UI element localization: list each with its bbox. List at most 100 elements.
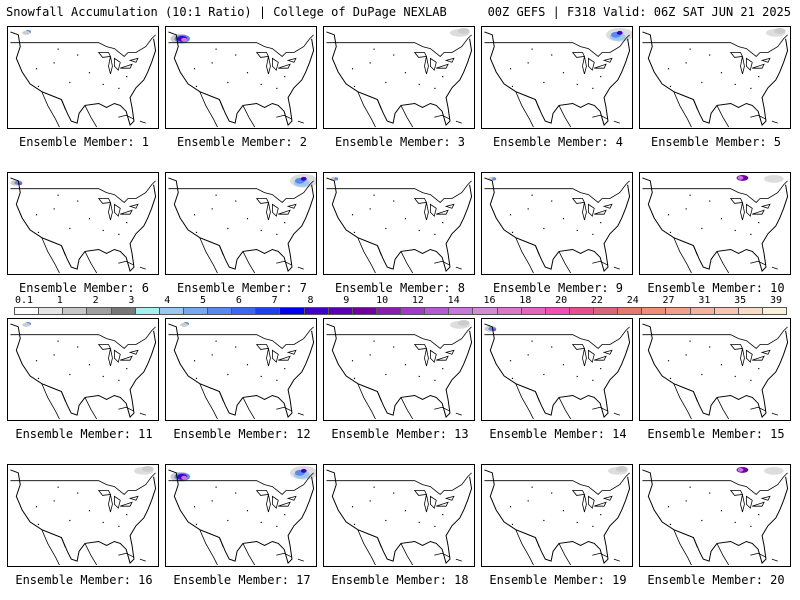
colorbar-tick-label: 5 [200, 295, 207, 306]
great-lake [429, 57, 437, 71]
great-lake [108, 202, 113, 221]
lake-marker [235, 200, 237, 202]
snowfall-area [141, 465, 154, 472]
lake-marker [385, 227, 387, 230]
lake-marker [351, 506, 354, 508]
caribbean-islands [592, 406, 620, 416]
lake-marker [35, 506, 38, 508]
lake-marker [215, 340, 217, 342]
mexico-coast [357, 237, 414, 274]
lake-marker [600, 514, 602, 516]
canada-border [326, 472, 472, 495]
lake-marker [511, 377, 514, 380]
snowfall-map [7, 464, 159, 567]
snowfall-map [7, 26, 159, 129]
great-lake [413, 490, 428, 496]
snowfall-map [165, 464, 317, 567]
lake-marker [77, 54, 79, 56]
lake-marker [685, 62, 687, 64]
great-lake [444, 57, 455, 63]
ensemble-member-label: Ensemble Member: 6 [18, 281, 150, 295]
ensemble-member-label: Ensemble Member: 15 [647, 427, 785, 441]
map-title: Snowfall Accumulation (10:1 Ratio) | Col… [6, 5, 447, 19]
great-lake [255, 52, 270, 58]
lake-marker [689, 340, 691, 342]
great-lake [278, 63, 291, 69]
lake-marker [527, 354, 529, 356]
great-lake [271, 203, 279, 217]
canada-border [326, 180, 472, 203]
caribbean-islands [118, 552, 146, 562]
lake-marker [102, 83, 104, 86]
caribbean-islands [434, 406, 462, 416]
lake-marker [353, 85, 356, 88]
colorbar-tick-label: 22 [590, 295, 603, 306]
snowfall-map [481, 172, 633, 275]
lake-marker [701, 227, 703, 230]
great-lake [444, 349, 455, 355]
lake-marker [260, 83, 262, 86]
colorbar-swatch [158, 307, 184, 315]
great-lake [752, 63, 765, 69]
lake-marker [260, 375, 262, 378]
lake-marker [88, 510, 91, 512]
lake-marker [351, 360, 354, 362]
snowfall-map [165, 26, 317, 129]
lake-marker [543, 373, 545, 376]
lake-marker [369, 500, 371, 502]
lake-marker [353, 231, 356, 234]
mexico-coast [673, 383, 730, 420]
lake-marker [509, 506, 512, 508]
caribbean-islands [750, 260, 778, 270]
lake-marker [531, 48, 533, 50]
lake-marker [393, 346, 395, 348]
colorbar-swatch [400, 307, 426, 315]
great-lake [108, 494, 113, 513]
caribbean-islands [750, 114, 778, 124]
ensemble-member-label: Ensemble Member: 17 [173, 573, 311, 587]
great-lake [424, 56, 429, 75]
lake-marker [118, 379, 120, 381]
snowfall-map [323, 26, 475, 129]
great-lake [760, 203, 771, 209]
colorbar-swatch [544, 307, 570, 315]
lake-marker [260, 229, 262, 232]
canada-border [326, 326, 472, 349]
lake-marker [734, 83, 736, 86]
great-lake [582, 348, 587, 367]
colorbar-tick-label: 0.1 [14, 295, 34, 306]
snowfall-area [181, 475, 188, 480]
mexico-coast [41, 529, 98, 566]
great-lake [120, 355, 133, 361]
great-lake [266, 56, 271, 75]
colorbar-swatch [448, 307, 474, 315]
colorbar-swatch [713, 307, 739, 315]
lake-marker [750, 379, 752, 381]
great-lake [271, 495, 279, 509]
mexico-coast [357, 383, 414, 420]
ensemble-member-label: Ensemble Member: 19 [489, 573, 627, 587]
great-lake [436, 209, 449, 215]
mexico-coast [357, 529, 414, 566]
lake-marker [551, 492, 553, 494]
lake-marker [88, 72, 91, 74]
lake-marker [369, 354, 371, 356]
great-lake [278, 209, 291, 215]
snowfall-area [181, 37, 188, 42]
snowfall-map [323, 464, 475, 567]
colorbar-tick-label: 24 [626, 295, 639, 306]
colorbar-tick-label: 12 [411, 295, 424, 306]
lake-marker [369, 208, 371, 210]
caribbean-islands [276, 552, 304, 562]
lake-marker [211, 208, 213, 210]
lake-marker [385, 519, 387, 522]
mexico-coast [41, 91, 98, 128]
mexico-coast [515, 237, 572, 274]
lake-marker [102, 229, 104, 232]
mexico-coast [515, 91, 572, 128]
colorbar-tick-label: 35 [734, 295, 747, 306]
lake-marker [442, 222, 444, 224]
lake-marker [35, 214, 38, 216]
great-lake [740, 494, 745, 513]
colorbar-swatch [593, 307, 619, 315]
